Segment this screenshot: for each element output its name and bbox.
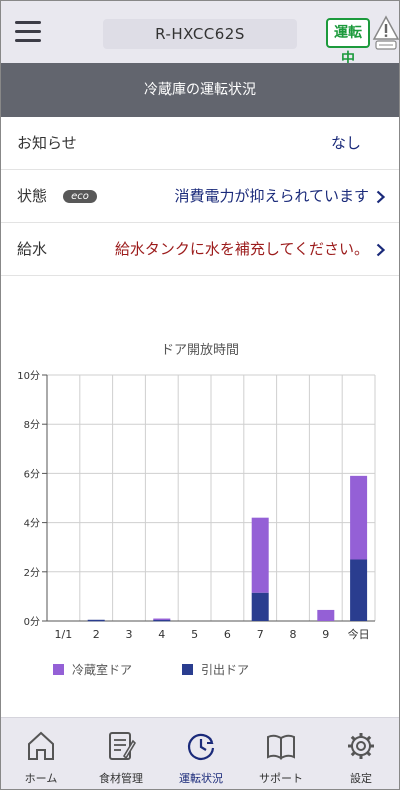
menu-icon[interactable] — [15, 21, 41, 43]
notice-row[interactable]: お知らせ なし — [1, 117, 399, 170]
book-icon — [267, 734, 295, 760]
x-tick-label: 今日 — [348, 627, 370, 641]
y-tick-label: 4分 — [24, 518, 40, 530]
x-tick-label: 8 — [290, 628, 297, 641]
tab-label: ホーム — [24, 772, 58, 785]
status-label: 状態 — [17, 187, 48, 205]
chart-area — [1, 277, 399, 717]
chevron-right-icon — [376, 190, 385, 204]
tab-label: 設定 — [350, 772, 372, 785]
bar-segment — [251, 517, 269, 593]
y-tick-label: 10分 — [17, 370, 40, 382]
tab-food-management[interactable]: 食材管理 — [81, 718, 161, 789]
notice-value: なし — [330, 134, 361, 152]
tab-operation-status[interactable]: 運転状況 — [161, 718, 241, 789]
door-open-chart: 0分 2分 4分 6分 8分 10分 1/1 2 3 4 5 6 7 8 9 今日 — [17, 370, 376, 641]
y-tick-label: 6分 — [24, 468, 40, 480]
chevron-right-icon — [376, 243, 385, 257]
bar-segment — [350, 475, 368, 560]
x-tick-label: 6 — [224, 628, 231, 641]
tab-label: サポート — [259, 772, 303, 785]
x-tick-label: 5 — [191, 628, 198, 641]
bar-segment — [317, 609, 335, 621]
x-tick-label: 9 — [322, 628, 329, 641]
food-list-icon — [109, 732, 136, 760]
section-title: 冷蔵庫の運転状況 — [1, 63, 399, 117]
bar-segment — [153, 619, 171, 622]
eco-badge: eco — [63, 190, 97, 203]
legend-swatch — [182, 664, 193, 675]
tab-home[interactable]: ホーム — [1, 718, 81, 789]
gear-icon — [348, 733, 374, 759]
bottom-tab-bar: ホーム 食材管理 運転状況 サポート — [1, 717, 399, 789]
y-tick-label: 0分 — [24, 616, 40, 628]
y-tick-label: 8分 — [24, 419, 40, 431]
tab-support[interactable]: サポート — [241, 718, 321, 789]
tab-label: 運転状況 — [179, 772, 223, 785]
x-tick-label: 2 — [93, 628, 100, 641]
bar-segment — [87, 619, 105, 622]
clock-status-icon — [187, 733, 215, 760]
tab-settings[interactable]: 設定 — [321, 718, 399, 789]
warning-icon[interactable] — [372, 15, 400, 51]
running-badge[interactable]: 運転中 — [326, 18, 370, 67]
water-value: 給水タンクに水を補充してください。 — [114, 240, 369, 258]
bar-segment — [251, 592, 269, 621]
legend-swatch — [53, 664, 64, 675]
legend-item-fridge-door: 冷蔵室ドア — [53, 661, 132, 678]
x-tick-label: 1/1 — [55, 628, 73, 641]
x-tick-label: 3 — [126, 628, 133, 641]
home-icon — [28, 731, 54, 760]
water-label: 給水 — [17, 240, 48, 258]
model-name: R-HXCC62S — [155, 25, 245, 43]
status-value: 消費電力が抑えられています — [174, 187, 369, 205]
y-tick-label: 2分 — [24, 567, 40, 579]
chart-title: ドア開放時間 — [160, 343, 239, 358]
notice-label: お知らせ — [17, 134, 77, 152]
tab-label: 食材管理 — [99, 772, 143, 785]
x-tick-label: 4 — [158, 628, 165, 641]
water-row[interactable]: 給水 給水タンクに水を補充してください。 — [1, 223, 399, 276]
bar-segment — [350, 559, 368, 621]
x-tick-label: 7 — [257, 628, 264, 641]
status-row[interactable]: 状態 eco 消費電力が抑えられています — [1, 170, 399, 223]
model-pill — [103, 19, 297, 49]
legend-label: 引出ドア — [201, 663, 250, 677]
bar-segment — [153, 618, 171, 621]
top-bar: R-HXCC62S 運転中 — [1, 1, 400, 67]
legend-label: 冷蔵室ドア — [72, 663, 133, 677]
legend-item-drawer-door: 引出ドア — [182, 661, 249, 678]
